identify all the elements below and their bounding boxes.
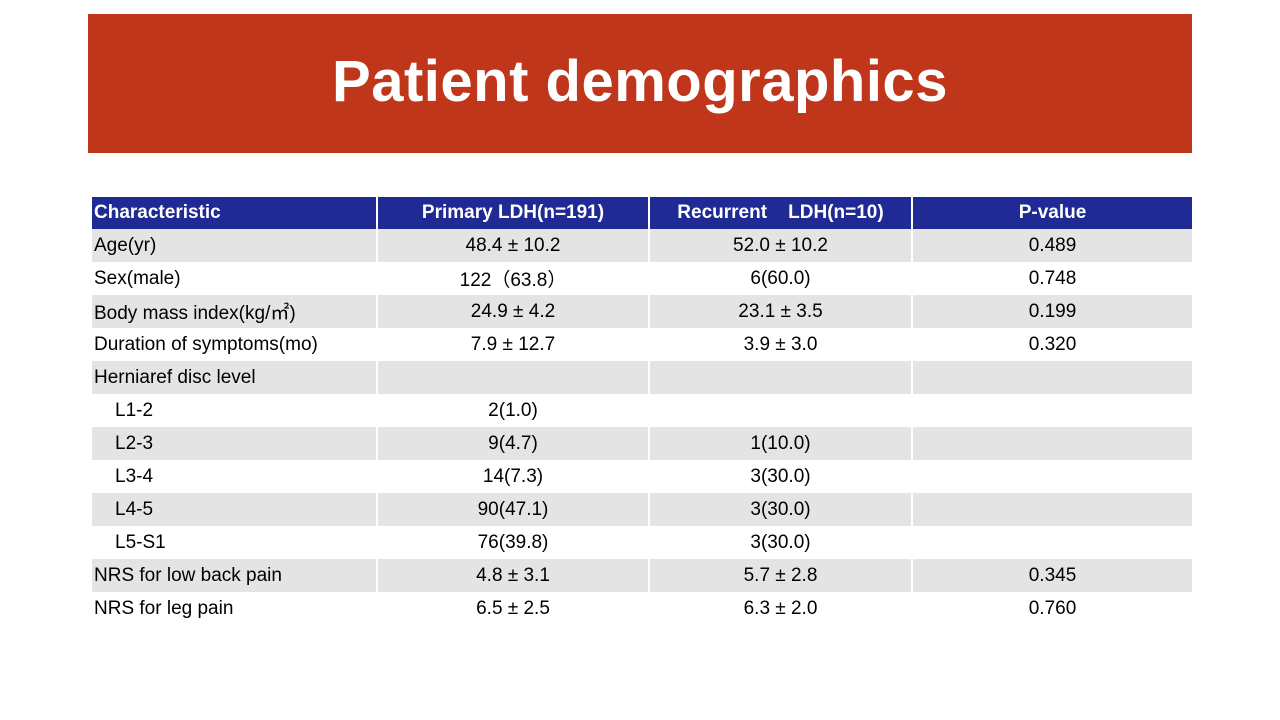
table-row: Age(yr) 48.4 ± 10.2 52.0 ± 10.2 0.489 xyxy=(92,229,1192,262)
recurrent-value: 23.1 ± 3.5 xyxy=(649,295,913,328)
title-banner: Patient demographics xyxy=(88,14,1192,153)
primary-value: 6.5 ± 2.5 xyxy=(377,592,650,625)
p-value xyxy=(912,427,1192,460)
p-value: 0.748 xyxy=(912,262,1192,295)
p-value xyxy=(912,460,1192,493)
p-value xyxy=(912,493,1192,526)
recurrent-value: 3(30.0) xyxy=(649,460,913,493)
row-label: Sex(male) xyxy=(92,262,378,295)
p-value: 0.345 xyxy=(912,559,1192,592)
recurrent-value: 3(30.0) xyxy=(649,493,913,526)
primary-value: 122（63.8） xyxy=(377,262,650,295)
p-value xyxy=(912,394,1192,427)
p-value: 0.489 xyxy=(912,229,1192,262)
row-label: L3-4 xyxy=(92,460,378,493)
p-value: 0.320 xyxy=(912,328,1192,361)
table-row: L5-S1 76(39.8) 3(30.0) xyxy=(92,526,1192,559)
recurrent-value: 6(60.0) xyxy=(649,262,913,295)
row-label: L5-S1 xyxy=(92,526,378,559)
row-label: L1-2 xyxy=(92,394,378,427)
table-row: Duration of symptoms(mo) 7.9 ± 12.7 3.9 … xyxy=(92,328,1192,361)
recurrent-value: 3.9 ± 3.0 xyxy=(649,328,913,361)
primary-value: 14(7.3) xyxy=(377,460,650,493)
row-label: Body mass index(kg/㎡) xyxy=(92,295,378,328)
recurrent-value xyxy=(649,394,913,427)
p-value xyxy=(912,526,1192,559)
primary-value: 48.4 ± 10.2 xyxy=(377,229,650,262)
recurrent-value: 6.3 ± 2.0 xyxy=(649,592,913,625)
table-row: L1-2 2(1.0) xyxy=(92,394,1192,427)
header-characteristic: Characteristic xyxy=(92,197,378,229)
table-header-row: Characteristic Primary LDH(n=191) Recurr… xyxy=(92,197,1192,229)
p-value: 0.760 xyxy=(912,592,1192,625)
table-row: NRS for leg pain 6.5 ± 2.5 6.3 ± 2.0 0.7… xyxy=(92,592,1192,625)
header-recurrent-ldh: Recurrent LDH(n=10) xyxy=(649,197,913,229)
recurrent-value: 1(10.0) xyxy=(649,427,913,460)
row-label: L2-3 xyxy=(92,427,378,460)
primary-value: 76(39.8) xyxy=(377,526,650,559)
row-label: Age(yr) xyxy=(92,229,378,262)
table-row: L3-4 14(7.3) 3(30.0) xyxy=(92,460,1192,493)
table-row: Herniaref disc level xyxy=(92,361,1192,394)
p-value xyxy=(912,361,1192,394)
recurrent-value xyxy=(649,361,913,394)
row-label: L4-5 xyxy=(92,493,378,526)
slide-title: Patient demographics xyxy=(332,49,948,114)
primary-value: 2(1.0) xyxy=(377,394,650,427)
p-value: 0.199 xyxy=(912,295,1192,328)
recurrent-value: 52.0 ± 10.2 xyxy=(649,229,913,262)
recurrent-value: 3(30.0) xyxy=(649,526,913,559)
recurrent-value: 5.7 ± 2.8 xyxy=(649,559,913,592)
table-row: L2-3 9(4.7) 1(10.0) xyxy=(92,427,1192,460)
primary-value: 4.8 ± 3.1 xyxy=(377,559,650,592)
table-row: L4-5 90(47.1) 3(30.0) xyxy=(92,493,1192,526)
primary-value: 90(47.1) xyxy=(377,493,650,526)
table-row: NRS for low back pain 4.8 ± 3.1 5.7 ± 2.… xyxy=(92,559,1192,592)
row-label: Herniaref disc level xyxy=(92,361,378,394)
row-label: Duration of symptoms(mo) xyxy=(92,328,378,361)
primary-value: 24.9 ± 4.2 xyxy=(377,295,650,328)
table-row: Sex(male) 122（63.8） 6(60.0) 0.748 xyxy=(92,262,1192,295)
primary-value: 7.9 ± 12.7 xyxy=(377,328,650,361)
table-row: Body mass index(kg/㎡) 24.9 ± 4.2 23.1 ± … xyxy=(92,295,1192,328)
demographics-table: Characteristic Primary LDH(n=191) Recurr… xyxy=(92,197,1192,625)
header-primary-ldh: Primary LDH(n=191) xyxy=(377,197,650,229)
primary-value: 9(4.7) xyxy=(377,427,650,460)
row-label: NRS for leg pain xyxy=(92,592,378,625)
header-p-value: P-value xyxy=(912,197,1192,229)
primary-value xyxy=(377,361,650,394)
row-label: NRS for low back pain xyxy=(92,559,378,592)
